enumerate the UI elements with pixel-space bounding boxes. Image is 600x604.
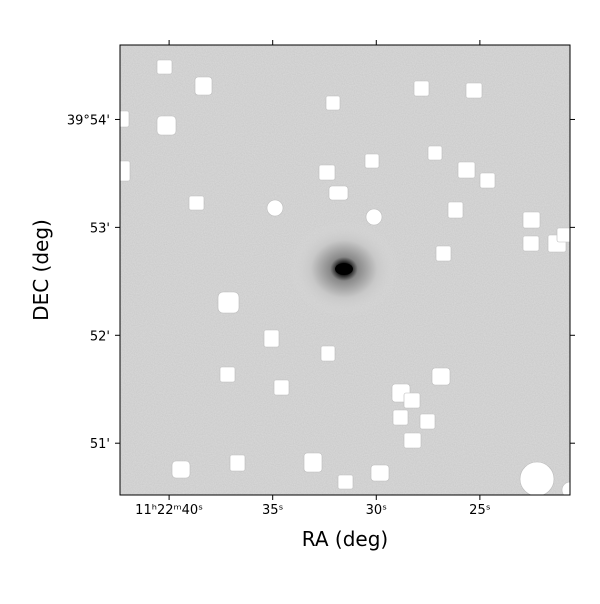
y-tick-label: 39°54' (67, 113, 110, 128)
x-tick-label: 30ˢ (366, 503, 388, 518)
y-tick-label: 51' (90, 437, 110, 452)
y-tick-label: 52' (90, 329, 110, 344)
x-axis-label: RA (deg) (302, 527, 388, 551)
y-tick-label: 53' (90, 221, 110, 236)
frame (119, 44, 571, 496)
x-tick-label: 25ˢ (469, 503, 491, 518)
sky-image (120, 45, 570, 495)
x-tick-label: 11ʰ22ᵐ40ˢ (135, 503, 203, 518)
x-tick-label: 35ˢ (262, 503, 284, 518)
masked-regions (120, 59, 570, 495)
y-axis-label: DEC (deg) (29, 219, 53, 321)
